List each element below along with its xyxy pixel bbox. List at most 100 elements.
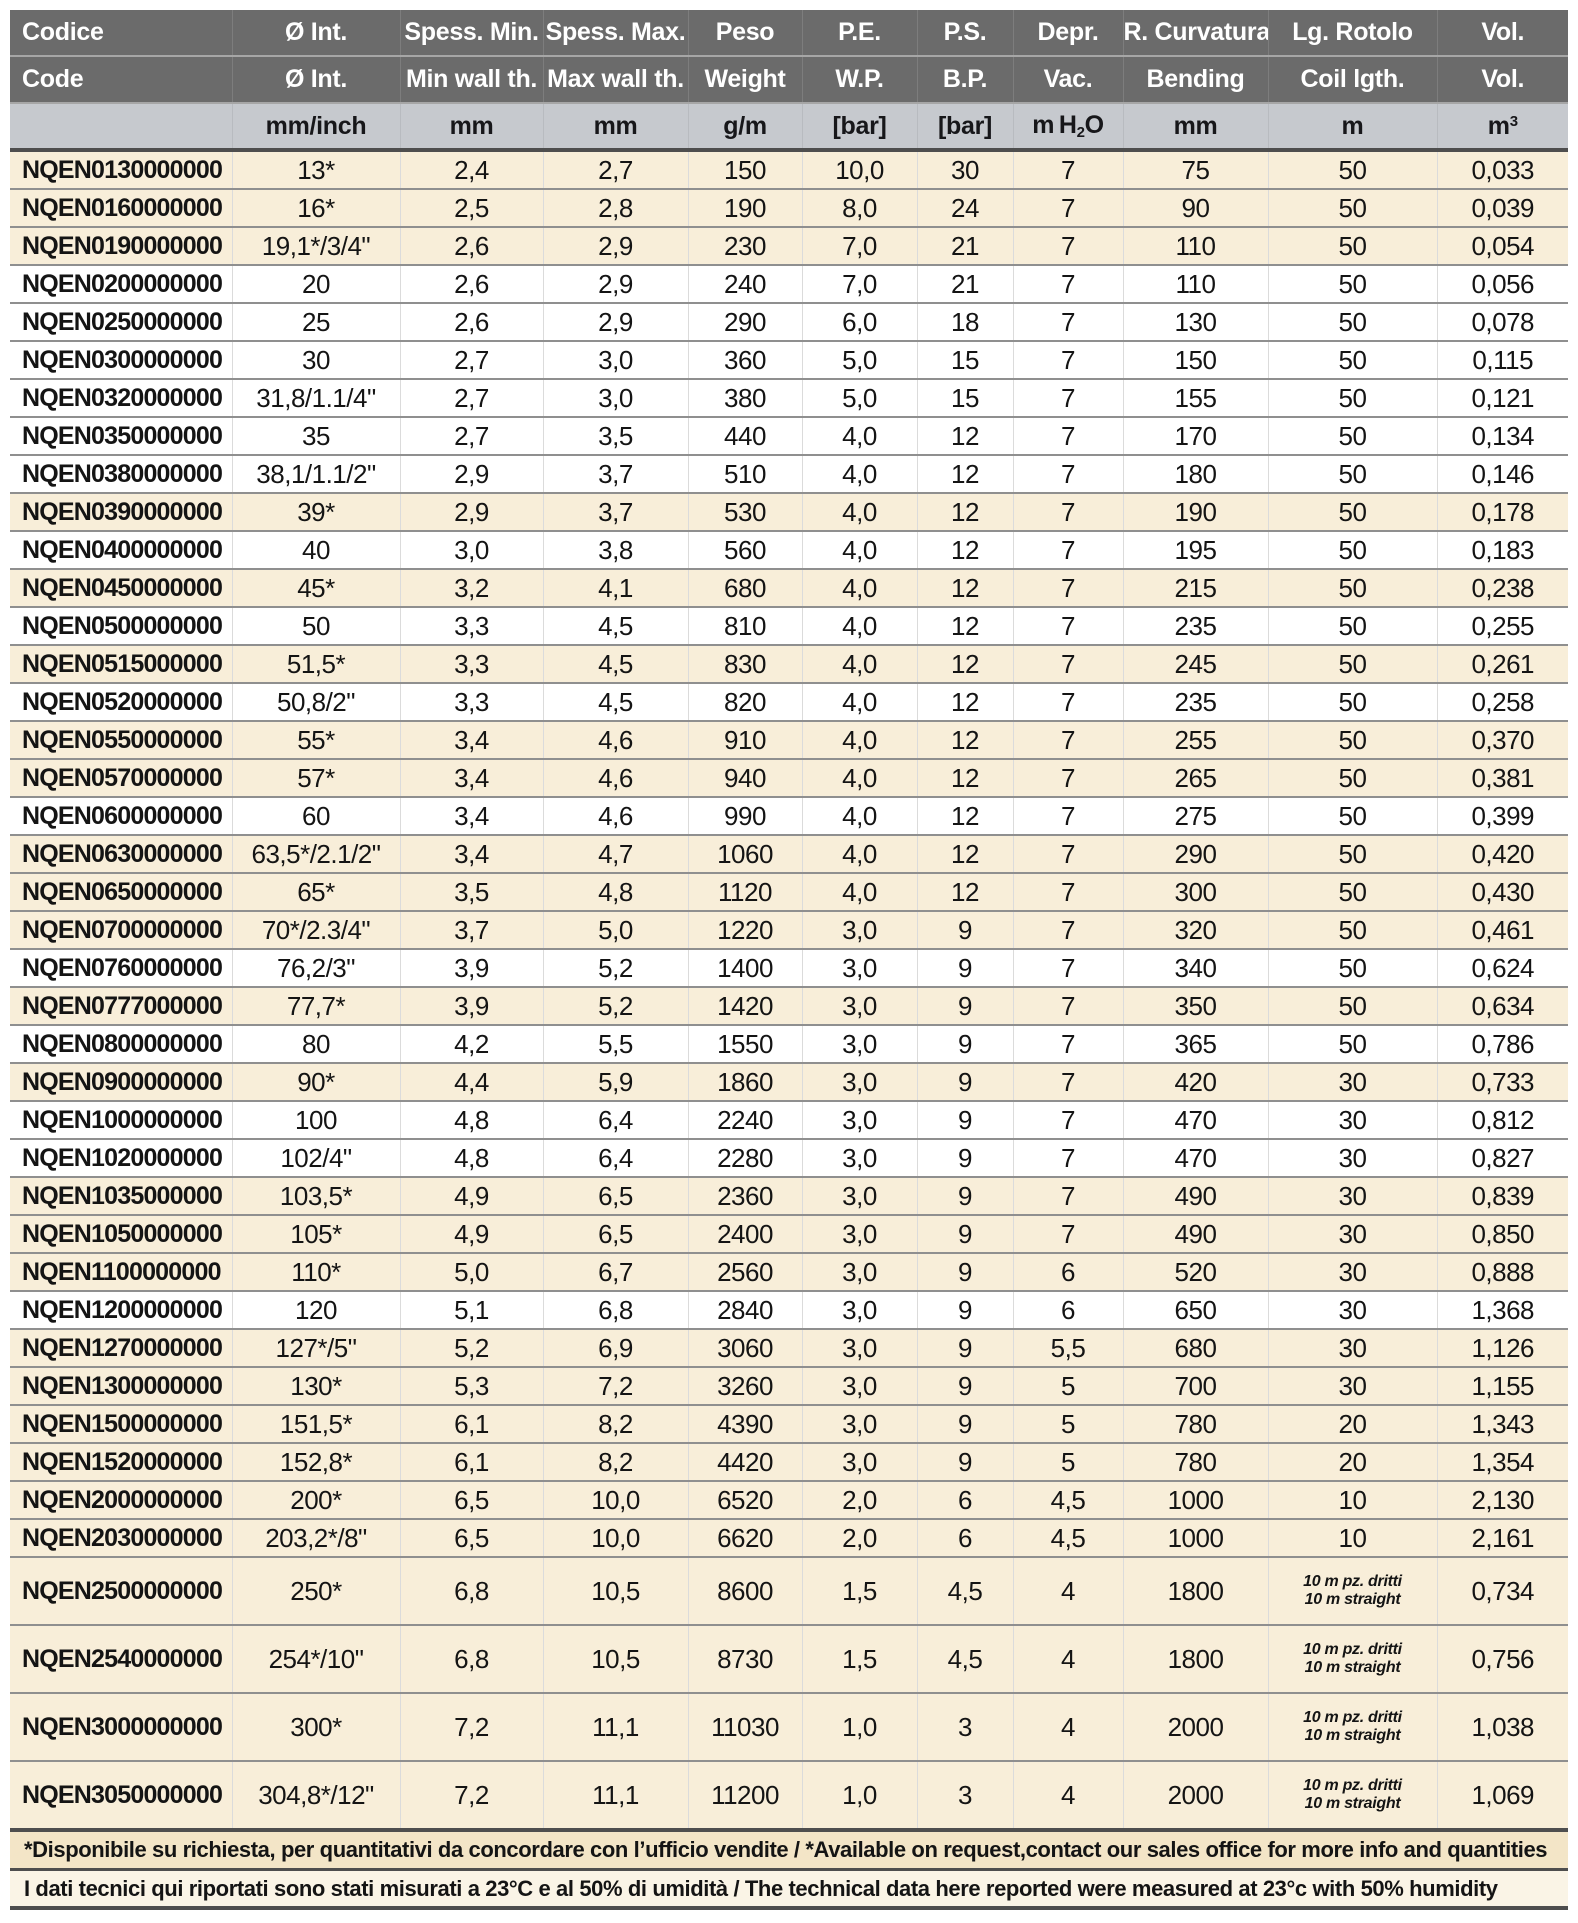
cell-max-wall-thickness: 4,5 [542, 682, 688, 721]
header-units-vacuum: m H2O [1012, 103, 1123, 152]
table-row: NQEN0570000000 57* 3,4 4,6 940 4,0 12 7 265 50 0,3… [10, 758, 1568, 797]
cell-weight: 6520 [687, 1480, 802, 1519]
cell-weight: 530 [687, 492, 802, 531]
cell-burst-pressure: 12 [916, 834, 1013, 873]
cell-coil-length: 50 [1267, 872, 1437, 911]
cell-coil-length: 50 [1267, 188, 1437, 227]
coil-length-note: 10 m straight [1304, 1659, 1401, 1676]
cell-working-pressure: 4,0 [801, 568, 917, 607]
cell-coil-length: 10 m pz. dritti 10 m straight [1267, 1624, 1437, 1693]
cell-max-wall-thickness: 2,9 [542, 226, 688, 265]
cell-coil-length: 30 [1267, 1214, 1437, 1253]
cell-weight: 190 [687, 188, 802, 227]
coil-length-note: 10 m pz. dritti [1303, 1573, 1402, 1590]
table-row: NQEN0777000000 77,7* 3,9 5,2 1420 3,0 9 7 350 50 0… [10, 986, 1568, 1025]
cell-vacuum: 7 [1012, 378, 1123, 417]
table-row: NQEN2030000000 203,2*/8" 6,5 10,0 6620 2,0 6 4,… [10, 1518, 1568, 1557]
cell-code: NQEN1000000000 [10, 1100, 232, 1139]
table-row: NQEN1270000000 127*/5" 5,2 6,9 3060 3,0 9 5,5 68… [10, 1328, 1568, 1367]
cell-volume: 2,130 [1436, 1480, 1568, 1519]
cell-coil-length: 50 [1267, 948, 1437, 987]
cell-bending-radius: 680 [1122, 1328, 1268, 1367]
coil-length-note: 10 m straight [1304, 1795, 1401, 1812]
cell-min-wall-thickness: 3,4 [399, 796, 543, 835]
cell-bending-radius: 255 [1122, 720, 1268, 759]
cell-burst-pressure: 18 [916, 302, 1013, 341]
cell-bending-radius: 155 [1122, 378, 1268, 417]
cell-min-wall-thickness: 3,9 [399, 948, 543, 987]
cell-inner-diameter: 57* [231, 758, 400, 797]
table-row: NQEN3050000000 304,8*/12" 7,2 11,1 11200 1,0 3… [10, 1760, 1568, 1828]
cell-coil-length: 50 [1267, 378, 1437, 417]
cell-volume: 0,178 [1436, 492, 1568, 531]
cell-inner-diameter: 127*/5" [231, 1328, 400, 1367]
cell-working-pressure: 4,0 [801, 606, 917, 645]
cell-vacuum: 7 [1012, 1062, 1123, 1101]
cell-inner-diameter: 16* [231, 188, 400, 227]
cell-max-wall-thickness: 3,7 [542, 454, 688, 493]
table-row: NQEN0800000000 80 4,2 5,5 1550 3,0 9 7 365 50 0,78… [10, 1024, 1568, 1063]
table-row: NQEN1020000000 102/4" 4,8 6,4 2280 3,0 9 7 470 30… [10, 1138, 1568, 1177]
cell-min-wall-thickness: 3,0 [399, 530, 543, 569]
header-row1-weight: Peso [687, 10, 802, 57]
cell-inner-diameter: 70*/2.3/4" [231, 910, 400, 949]
cell-weight: 990 [687, 796, 802, 835]
cell-bending-radius: 420 [1122, 1062, 1268, 1101]
cell-coil-length: 50 [1267, 302, 1437, 341]
cell-coil-length: 10 [1267, 1518, 1437, 1557]
cell-working-pressure: 3,0 [801, 1062, 917, 1101]
cell-volume: 0,888 [1436, 1252, 1568, 1291]
cell-bending-radius: 350 [1122, 986, 1268, 1025]
cell-inner-diameter: 120 [231, 1290, 400, 1329]
table-body: NQEN0130000000 13* 2,4 2,7 150 10,0 30 7 75 50 0,0… [10, 150, 1568, 1828]
cell-volume: 0,255 [1436, 606, 1568, 645]
cell-weight: 8730 [687, 1624, 802, 1693]
cell-volume: 2,161 [1436, 1518, 1568, 1557]
cell-vacuum: 5,5 [1012, 1328, 1123, 1367]
cell-code: NQEN0250000000 [10, 302, 232, 341]
cell-min-wall-thickness: 2,9 [399, 492, 543, 531]
cell-working-pressure: 3,0 [801, 948, 917, 987]
cell-vacuum: 5 [1012, 1366, 1123, 1405]
cell-inner-diameter: 152,8* [231, 1442, 400, 1481]
cell-min-wall-thickness: 2,7 [399, 340, 543, 379]
cell-coil-length: 50 [1267, 834, 1437, 873]
cell-vacuum: 7 [1012, 986, 1123, 1025]
cell-max-wall-thickness: 3,7 [542, 492, 688, 531]
cell-vacuum: 4 [1012, 1556, 1123, 1625]
cell-max-wall-thickness: 3,0 [542, 340, 688, 379]
cell-volume: 0,078 [1436, 302, 1568, 341]
cell-inner-diameter: 25 [231, 302, 400, 341]
cell-inner-diameter: 90* [231, 1062, 400, 1101]
header-row1-bending-radius: R. Curvatura [1122, 10, 1268, 57]
cell-inner-diameter: 51,5* [231, 644, 400, 683]
cell-volume: 0,839 [1436, 1176, 1568, 1215]
cell-volume: 0,056 [1436, 264, 1568, 303]
cell-burst-pressure: 12 [916, 606, 1013, 645]
cell-vacuum: 7 [1012, 264, 1123, 303]
cell-vacuum: 7 [1012, 340, 1123, 379]
table-row: NQEN1035000000 103,5* 4,9 6,5 2360 3,0 9 7 490 30… [10, 1176, 1568, 1215]
cell-code: NQEN2030000000 [10, 1518, 232, 1557]
cell-bending-radius: 90 [1122, 188, 1268, 227]
table-row: NQEN0520000000 50,8/2" 3,3 4,5 820 4,0 12 7 235 5… [10, 682, 1568, 721]
cell-weight: 2240 [687, 1100, 802, 1139]
table-row: NQEN1520000000 152,8* 6,1 8,2 4420 3,0 9 5 780 20… [10, 1442, 1568, 1481]
cell-inner-diameter: 76,2/3" [231, 948, 400, 987]
cell-volume: 0,115 [1436, 340, 1568, 379]
cell-max-wall-thickness: 10,5 [542, 1624, 688, 1693]
cell-weight: 910 [687, 720, 802, 759]
cell-code: NQEN1300000000 [10, 1366, 232, 1405]
cell-max-wall-thickness: 8,2 [542, 1442, 688, 1481]
cell-code: NQEN0380000000 [10, 454, 232, 493]
cell-burst-pressure: 30 [916, 150, 1013, 189]
cell-working-pressure: 3,0 [801, 986, 917, 1025]
header-row1-max-wall-thickness: Spess. Max. [542, 10, 688, 57]
cell-volume: 1,069 [1436, 1760, 1568, 1828]
cell-working-pressure: 4,0 [801, 530, 917, 569]
cell-volume: 0,733 [1436, 1062, 1568, 1101]
cell-max-wall-thickness: 5,5 [542, 1024, 688, 1063]
cell-vacuum: 4 [1012, 1692, 1123, 1761]
cell-bending-radius: 1000 [1122, 1480, 1268, 1519]
cell-volume: 0,420 [1436, 834, 1568, 873]
